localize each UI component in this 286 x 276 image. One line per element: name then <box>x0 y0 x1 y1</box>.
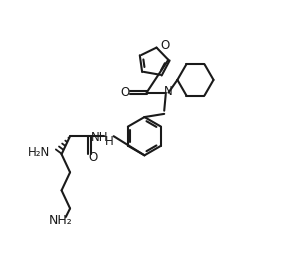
Text: NH₂: NH₂ <box>49 214 72 227</box>
Text: O: O <box>161 39 170 52</box>
Text: H₂N: H₂N <box>28 146 50 159</box>
Text: NH: NH <box>90 131 108 144</box>
Text: O: O <box>120 86 130 99</box>
Text: H: H <box>105 135 114 148</box>
Text: N: N <box>164 85 172 98</box>
Text: O: O <box>89 151 98 164</box>
